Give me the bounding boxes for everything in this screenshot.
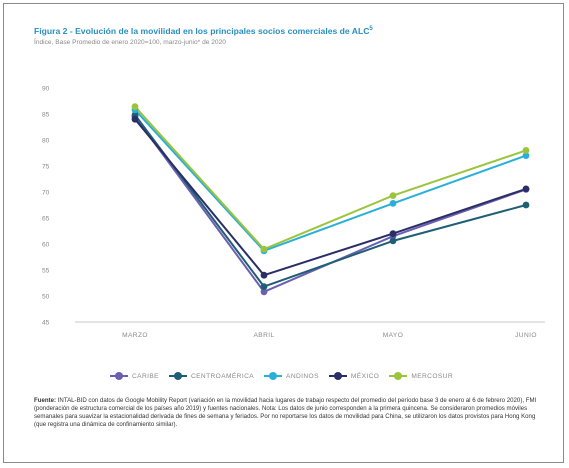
y-tick-label: 90	[42, 86, 50, 93]
chart-legend: CARIBE CENTROAMÉRICA ANDINOS MÉXICO MERCOSUR	[110, 369, 550, 383]
data-point	[522, 152, 530, 160]
y-tick-label: 65	[42, 216, 50, 223]
y-tick-label: 70	[42, 190, 50, 197]
legend-label: CARIBE	[132, 372, 159, 380]
title-superscript: 5	[369, 26, 373, 33]
series-line	[134, 118, 527, 277]
y-axis: 45 50 55 60 65 70 75 80 85 90	[42, 86, 50, 327]
y-tick-label: 80	[42, 138, 50, 145]
source-text: INTAL-BID con datos de Google Mobility R…	[34, 397, 537, 429]
legend-swatch	[389, 371, 408, 381]
legend-swatch	[168, 371, 187, 381]
series-line	[134, 109, 527, 252]
figure-frame	[3, 3, 564, 463]
series-line	[134, 106, 527, 251]
legend-item: MÉXICO	[328, 371, 380, 381]
data-point	[522, 201, 530, 209]
data-point	[131, 103, 139, 111]
y-tick-label: 75	[42, 164, 50, 171]
data-point	[260, 283, 268, 290]
source-note: Fuente: INTAL-BID con datos de Google Mo…	[34, 397, 544, 429]
data-point	[260, 245, 268, 253]
data-point	[522, 147, 530, 154]
chart-subtitle: Índice, Base Promedio de enero 2020=100,…	[34, 39, 226, 46]
y-tick-label: 55	[42, 268, 50, 275]
legend-label: MÉXICO	[350, 372, 380, 380]
series-group	[131, 103, 530, 296]
data-point	[389, 237, 397, 245]
chart-title: Figura 2 - Evolución de la movilidad en …	[34, 26, 373, 36]
x-tick-label: JUNIO	[515, 332, 537, 339]
legend-label: MERCOSUR	[411, 372, 453, 380]
x-tick-label: MAYO	[383, 332, 404, 339]
legend-item: MERCOSUR	[389, 371, 453, 381]
x-tick-label: ABRIL	[253, 332, 274, 339]
legend-swatch	[328, 371, 347, 381]
x-axis: MARZO ABRIL MAYO JUNIO	[75, 321, 545, 339]
data-point	[260, 271, 268, 279]
legend-swatch	[110, 371, 128, 381]
data-point	[522, 185, 530, 193]
y-tick-label: 50	[42, 294, 50, 301]
y-tick-label: 85	[42, 112, 50, 119]
y-tick-label: 45	[42, 320, 50, 327]
legend-item: CENTROAMÉRICA	[168, 371, 255, 381]
data-point	[131, 115, 139, 123]
series-line	[134, 116, 527, 293]
data-point	[389, 200, 397, 207]
data-point	[260, 288, 268, 296]
data-point	[389, 230, 397, 238]
legend-item: ANDINOS	[264, 371, 319, 381]
x-tick-label: MARZO	[122, 332, 148, 339]
legend-label: CENTROAMÉRICA	[190, 372, 255, 380]
source-label: Fuente:	[34, 397, 57, 404]
y-tick-label: 60	[42, 242, 50, 249]
legend-item: CARIBE	[110, 371, 159, 381]
legend-swatch	[264, 371, 283, 381]
data-point	[389, 192, 397, 200]
legend-label: ANDINOS	[286, 372, 319, 380]
series-line	[134, 114, 527, 288]
